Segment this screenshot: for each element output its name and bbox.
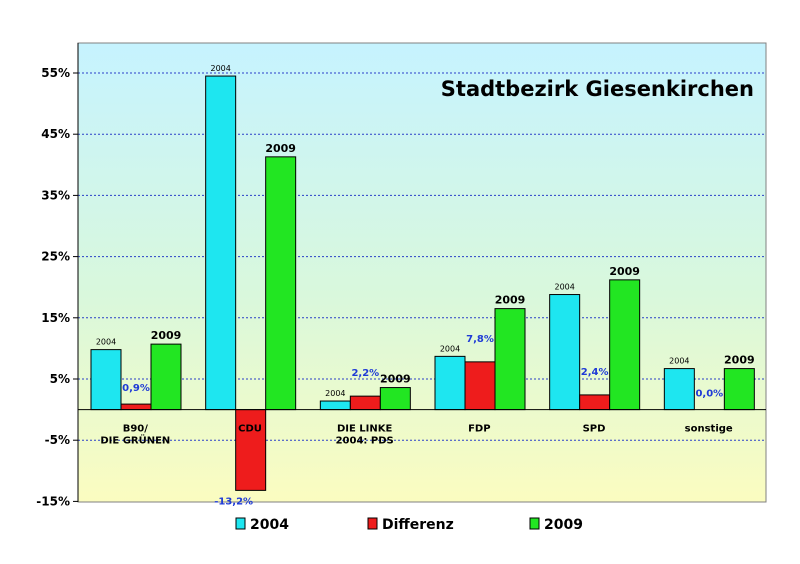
bar-2004 — [205, 75, 237, 411]
data-label: 2004 — [210, 64, 230, 73]
bar-differenz — [579, 394, 611, 411]
y-tick-label: 45% — [41, 127, 70, 141]
legend-swatch — [529, 517, 540, 530]
bar-2004 — [90, 349, 122, 411]
data-label: 2004 — [554, 283, 574, 292]
bar-differenz — [120, 403, 152, 411]
bar-differenz — [464, 361, 496, 411]
plot-area — [77, 42, 767, 503]
data-label: 0,0% — [695, 389, 723, 400]
bar-2004 — [549, 294, 581, 411]
legend: 2004 Differenz 2009 — [235, 517, 583, 533]
data-label: 2009 — [724, 354, 755, 367]
bars — [78, 75, 766, 491]
legend-label: Differenz — [382, 517, 454, 533]
data-label: 2009 — [495, 294, 526, 307]
bar-2009 — [265, 156, 297, 411]
bar-2009 — [609, 279, 641, 411]
category-label: CDU — [238, 424, 262, 435]
data-label: -13,2% — [214, 496, 253, 507]
category-label: sonstige — [685, 424, 733, 435]
bar-2004 — [319, 400, 351, 411]
data-label: 2004 — [96, 338, 116, 347]
bar-2004 — [663, 368, 695, 411]
y-tick-label: 25% — [41, 250, 70, 264]
data-label: 2009 — [151, 329, 182, 342]
legend-swatch — [235, 517, 246, 530]
gridlines — [78, 72, 766, 441]
bar-2009 — [494, 308, 526, 411]
data-label: 2009 — [609, 265, 640, 278]
data-label: 2,2% — [351, 368, 379, 379]
y-tick-label: -5% — [45, 433, 70, 447]
legend-label: 2009 — [544, 517, 583, 533]
y-tick-label: 5% — [50, 372, 70, 386]
category-label: SPD — [583, 424, 606, 435]
chart-title: Stadtbezirk Giesenkirchen — [441, 77, 754, 101]
category-label: DIE GRÜNEN — [100, 433, 170, 447]
bar-2004 — [434, 355, 466, 411]
category-label: B90/ — [123, 424, 149, 435]
bar-2009 — [379, 387, 411, 411]
category-label: DIE LINKE — [337, 424, 393, 435]
data-label: 7,8% — [466, 334, 494, 345]
bar-2009 — [150, 343, 182, 411]
legend-label: 2004 — [250, 517, 289, 533]
bar-differenz — [349, 395, 381, 411]
y-axis: 55% 45% 35% 25% 15% 5% -5% -15% — [36, 43, 79, 508]
data-label: 0,9% — [122, 383, 150, 394]
data-label: 2004 — [440, 344, 460, 353]
bar-2009 — [723, 368, 755, 411]
y-tick-label: 55% — [41, 66, 70, 80]
data-label: 2,4% — [581, 367, 609, 378]
bar-differenz — [235, 409, 267, 491]
legend-swatch — [367, 517, 378, 530]
category-label: FDP — [468, 424, 490, 435]
y-tick-label: 15% — [41, 311, 70, 325]
data-label: 2009 — [265, 142, 296, 155]
category-label: 2004: PDS — [336, 436, 394, 447]
y-tick-label: -15% — [36, 494, 70, 508]
data-label: 2009 — [380, 373, 411, 386]
data-label: 2004 — [669, 357, 689, 366]
data-label: 2004 — [325, 389, 345, 398]
y-tick-label: 35% — [41, 188, 70, 202]
